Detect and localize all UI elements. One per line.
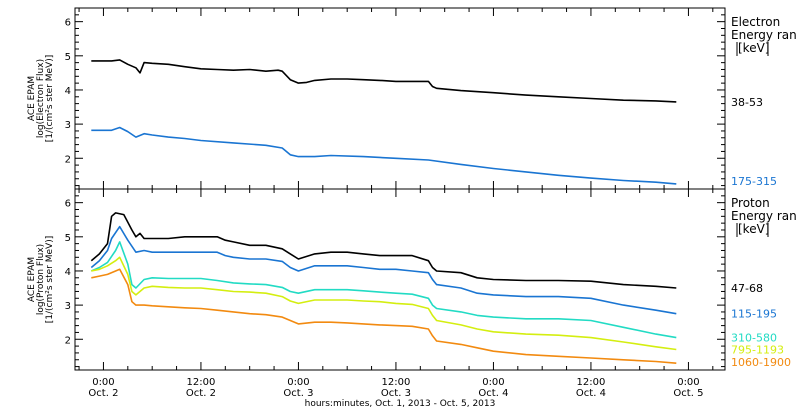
series-line-175-315: [91, 126, 677, 185]
y-axis-label: log(Proton Flux): [36, 244, 46, 315]
lower-panel-frame: [74, 188, 726, 371]
y-axis-label: [1/(cm²s ster MeV)]: [45, 236, 55, 323]
legend-entry: 38-53: [731, 96, 763, 109]
legend-entry: 1060-1900: [731, 356, 791, 369]
x-tick-day-label: Oct. 4: [576, 388, 606, 399]
x-tick-day-label: Oct. 3: [283, 388, 313, 399]
y-tick-label: 5: [65, 233, 71, 244]
y-tick-label: 6: [65, 199, 71, 210]
series-line-38-53: [91, 59, 677, 103]
x-tick-day-label: Oct. 5: [673, 388, 703, 399]
x-tick-time-label: 12:00: [187, 377, 216, 388]
legend-title: Electron: [731, 15, 780, 29]
x-tick-time-label: 0:00: [92, 377, 114, 388]
x-tick-day-label: Oct. 2: [186, 388, 216, 399]
legend-title: [keV]: [738, 222, 769, 236]
y-tick-label: 5: [65, 52, 71, 63]
series-line-1060-1900: [91, 268, 677, 364]
legend-title: Proton: [731, 196, 770, 210]
y-tick-label: 2: [65, 335, 71, 346]
x-tick-time-label: 0:00: [287, 377, 309, 388]
x-axis-label: hours:minutes, Oct. 1, 2013 - Oct. 5, 20…: [305, 399, 496, 409]
legend-entry: 115-195: [731, 308, 777, 321]
legend-entry: 47-68: [731, 282, 763, 295]
y-axis-label: [1/(cm²s ster MeV)]: [45, 55, 55, 142]
x-tick-time-label: 12:00: [382, 377, 411, 388]
upper-panel-frame: [74, 7, 726, 190]
x-tick-time-label: 12:00: [577, 377, 606, 388]
legend-entry: 175-315: [731, 175, 777, 188]
y-tick-label: 3: [65, 120, 71, 131]
x-tick-day-label: Oct. 4: [478, 388, 508, 399]
x-tick-day-label: Oct. 3: [381, 388, 411, 399]
series-line-115-195: [90, 225, 677, 315]
y-tick-label: 4: [65, 267, 71, 278]
y-axis-label: log(Electron Flux): [36, 59, 46, 138]
y-tick-label: 4: [65, 86, 71, 97]
series-line-795-1193: [91, 256, 677, 351]
y-axis-label: ACE EPAM: [27, 76, 37, 121]
y-tick-label: 3: [65, 301, 71, 312]
x-tick-day-label: Oct. 2: [88, 388, 118, 399]
x-tick-time-label: 0:00: [482, 377, 504, 388]
series-line-47-68: [90, 212, 677, 289]
legend-title: Energy ran: [731, 28, 797, 42]
y-axis-label: ACE EPAM: [27, 257, 37, 302]
series-line-310-580: [90, 241, 677, 339]
legend-entry: 795-1193: [731, 344, 784, 357]
y-tick-label: 6: [65, 18, 71, 29]
legend-title: Energy ran: [731, 209, 797, 223]
legend-entry: 310-580: [731, 332, 777, 345]
y-tick-label: 2: [65, 154, 71, 165]
x-tick-time-label: 0:00: [677, 377, 699, 388]
legend-title: [keV]: [738, 41, 769, 55]
